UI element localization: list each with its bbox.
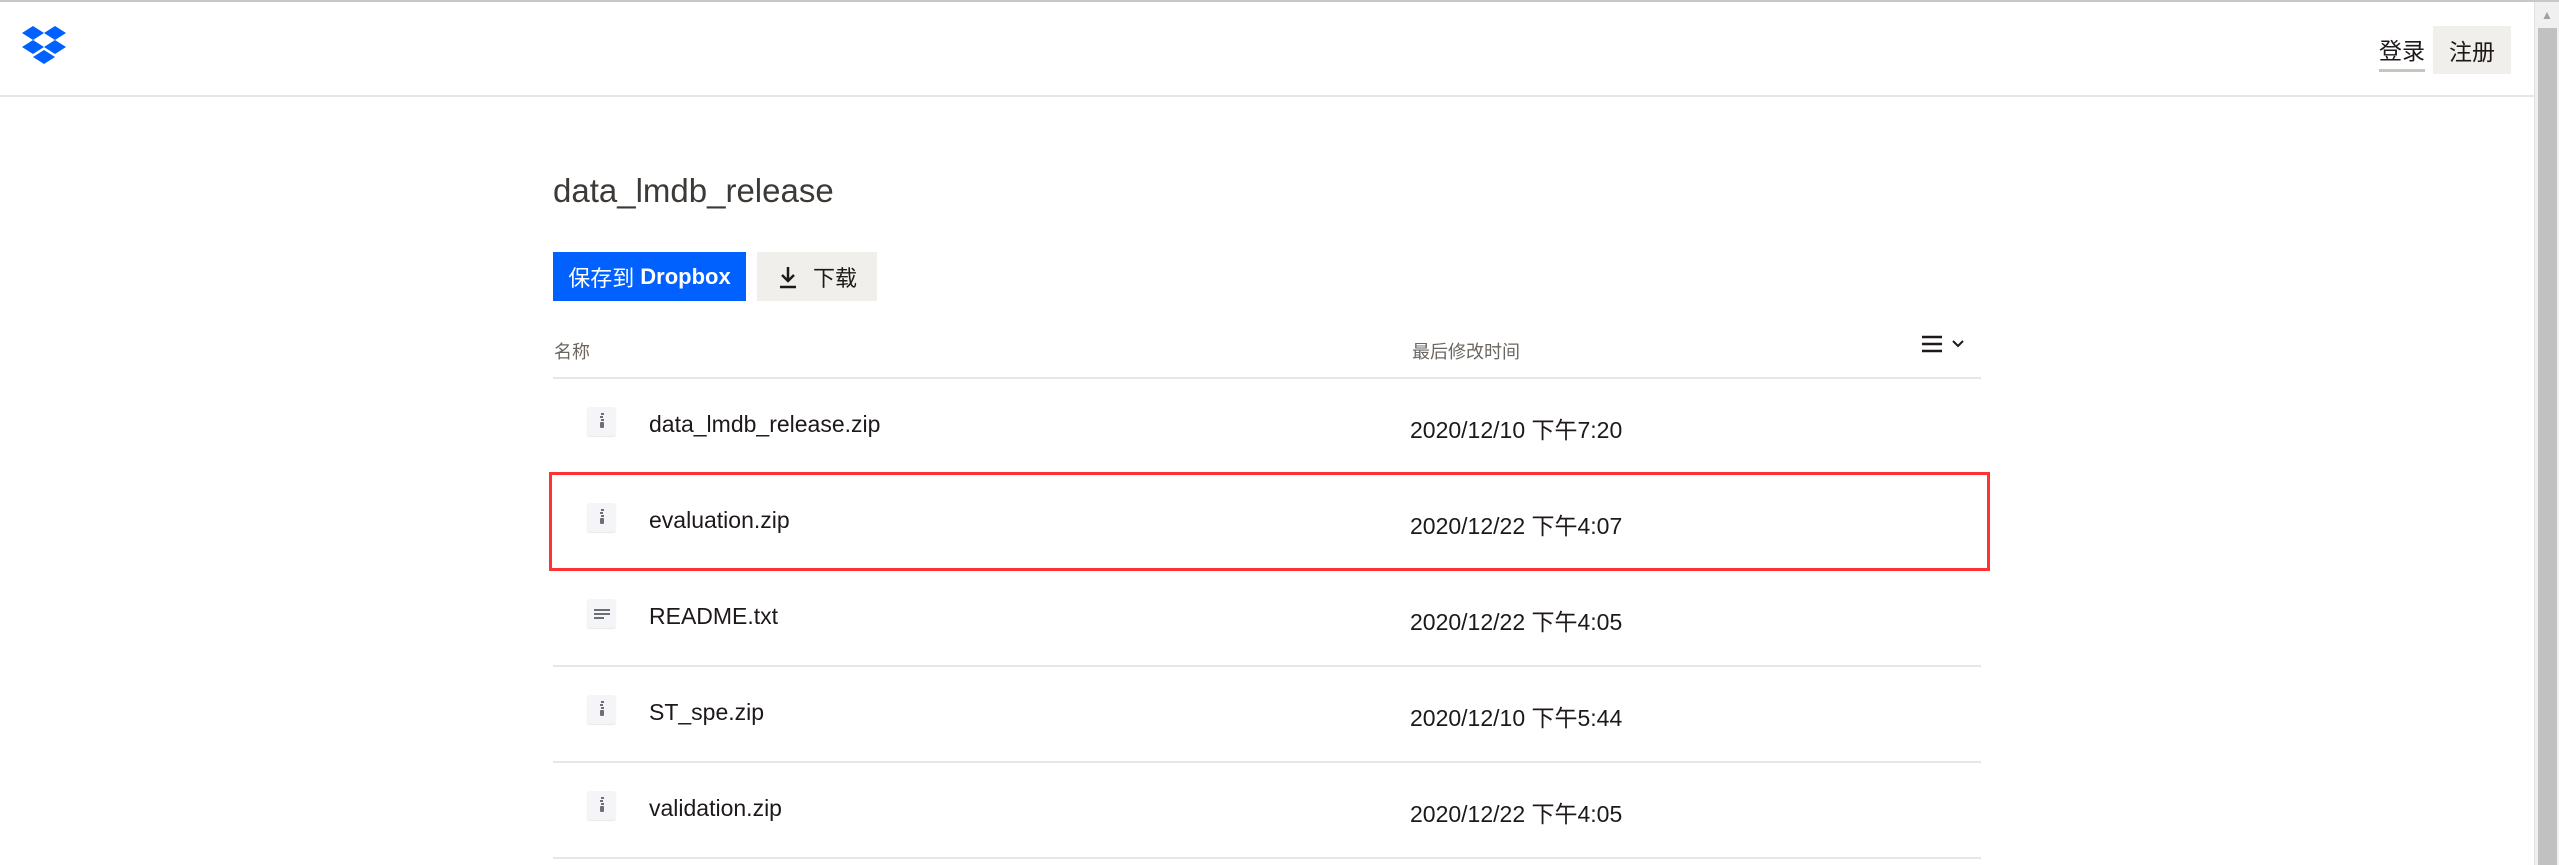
save-label: 保存到 [568, 265, 635, 291]
download-icon [779, 266, 796, 288]
column-modified[interactable]: 最后修改时间 [1412, 342, 1520, 362]
signup-button[interactable]: 注册 [2433, 26, 2511, 74]
file-name[interactable]: ST_spe.zip [649, 699, 765, 725]
file-modified: 2020/12/22 下午4:05 [1410, 609, 1623, 635]
table-header: 名称 最后修改时间 [553, 322, 1981, 379]
file-name[interactable]: data_lmdb_release.zip [649, 411, 881, 437]
file-row[interactable]: ST_spe.zip 2020/12/10 下午5:44 [553, 667, 1981, 763]
scroll-up-icon[interactable]: ▲ [2541, 8, 2553, 22]
file-modified: 2020/12/10 下午5:44 [1410, 705, 1623, 731]
zip-file-icon [587, 407, 616, 436]
file-modified: 2020/12/22 下午4:05 [1410, 801, 1623, 827]
zip-file-icon [587, 791, 616, 820]
top-header: 登录 注册 [0, 2, 2534, 97]
save-to-dropbox-button[interactable]: 保存到 Dropbox [553, 252, 746, 301]
download-label: 下载 [812, 265, 857, 291]
column-name[interactable]: 名称 [554, 342, 590, 362]
file-row[interactable]: data_lmdb_release.zip 2020/12/10 下午7:20 [553, 379, 1981, 475]
file-modified: 2020/12/10 下午7:20 [1410, 417, 1623, 443]
scrollbar[interactable]: ▲ [2534, 2, 2559, 865]
file-row[interactable]: validation.zip 2020/12/22 下午4:05 [553, 763, 1981, 859]
zip-file-icon [587, 503, 616, 532]
text-file-icon [587, 599, 616, 628]
file-name[interactable]: evaluation.zip [649, 507, 790, 533]
dropbox-logo-icon[interactable] [22, 26, 66, 68]
file-modified: 2020/12/22 下午4:07 [1410, 513, 1623, 539]
file-row[interactable]: README.txt 2020/12/22 下午4:05 [553, 571, 1981, 667]
page-title: data_lmdb_release [553, 172, 834, 209]
file-row[interactable]: evaluation.zip 2020/12/22 下午4:07 [553, 475, 1981, 571]
scrollbar-thumb[interactable] [2538, 28, 2557, 865]
login-link[interactable]: 登录 [2379, 32, 2425, 72]
file-name[interactable]: validation.zip [649, 795, 782, 821]
chevron-down-icon [1952, 340, 1964, 348]
file-name[interactable]: README.txt [649, 603, 779, 629]
download-button[interactable]: 下载 [757, 252, 877, 301]
view-options-button[interactable] [1921, 334, 1965, 354]
zip-file-icon [587, 695, 616, 724]
save-brand: Dropbox [640, 263, 731, 289]
list-view-icon [1922, 335, 1942, 353]
